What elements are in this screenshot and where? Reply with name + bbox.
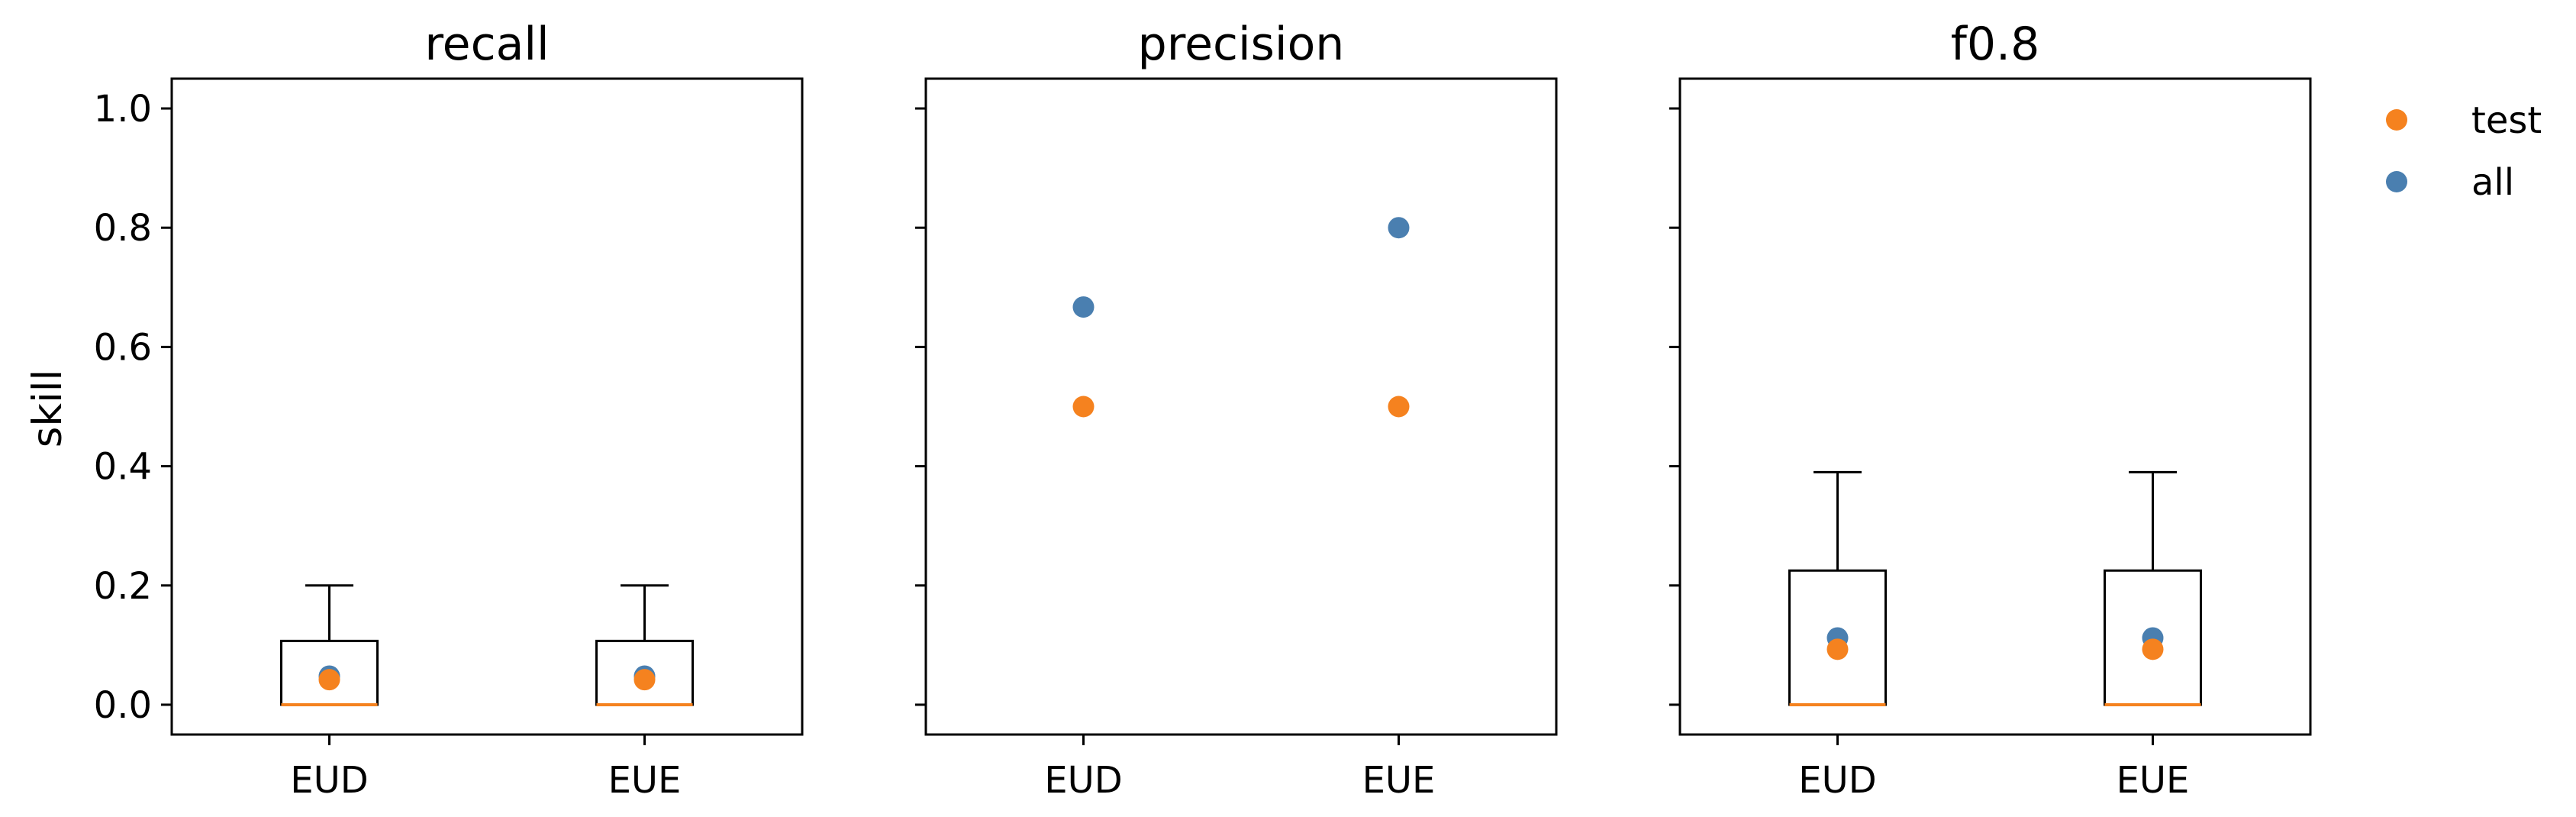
axes-frame: [170, 77, 804, 736]
y-tick-label: 0.0: [94, 684, 152, 727]
x-tick-label: EUD: [1044, 759, 1122, 802]
point-test-eud: [1072, 396, 1095, 418]
box-plot-eue: [2104, 470, 2202, 706]
x-tick-label: EUD: [1798, 759, 1876, 802]
panel-title: recall: [424, 18, 549, 71]
point-test-eud: [1826, 638, 1849, 660]
legend: test all: [2386, 99, 2542, 204]
panel-title: f0.8: [1951, 18, 2040, 71]
y-tick-label: 0.6: [94, 326, 152, 369]
y-axis-label: skill: [24, 370, 71, 447]
point-all-eud: [1072, 296, 1095, 318]
chart-panels: recall 0.0 0.2 0.4 0.6 0.8 1.0 EUD EUE precision E…: [94, 18, 2312, 802]
legend-marker-test: [2386, 109, 2407, 131]
box-plot-eud: [1788, 470, 1887, 706]
y-tick-label: 0.4: [94, 446, 152, 489]
legend-label-test: test: [2471, 99, 2542, 142]
y-tick-label: 0.2: [94, 565, 152, 608]
point-test-eue: [1388, 396, 1410, 418]
axes-frame: [924, 77, 1558, 736]
panel-title: precision: [1138, 18, 1345, 71]
legend-label-all: all: [2471, 161, 2514, 204]
legend-marker-all: [2386, 171, 2407, 192]
x-tick-label: EUD: [290, 759, 368, 802]
legend-entry-test: test: [2386, 99, 2542, 142]
x-tick-label: EUE: [1362, 759, 1436, 802]
x-tick-label: EUE: [608, 759, 682, 802]
box-plot-eue: [595, 584, 694, 706]
x-tick-label: EUE: [2117, 759, 2190, 802]
axes-frame: [1678, 77, 2312, 736]
y-tick-label: 1.0: [94, 88, 152, 131]
point-test-eue: [634, 669, 656, 691]
panel-3: f0.8 EUD EUE: [1669, 18, 2312, 802]
panel-1: recall 0.0 0.2 0.4 0.6 0.8 1.0 EUD EUE: [94, 18, 804, 802]
box-plot-eud: [280, 584, 379, 706]
point-test-eue: [2142, 638, 2164, 660]
point-all-eue: [1388, 217, 1410, 239]
point-test-eud: [318, 669, 340, 691]
y-tick-label: 0.8: [94, 207, 152, 250]
panel-2: precision EUD EUE: [915, 18, 1558, 802]
legend-entry-all: all: [2386, 161, 2514, 204]
